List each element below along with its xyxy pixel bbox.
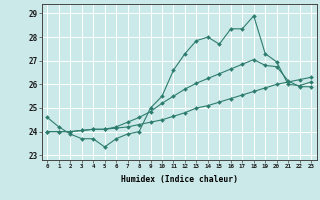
X-axis label: Humidex (Indice chaleur): Humidex (Indice chaleur) bbox=[121, 175, 238, 184]
